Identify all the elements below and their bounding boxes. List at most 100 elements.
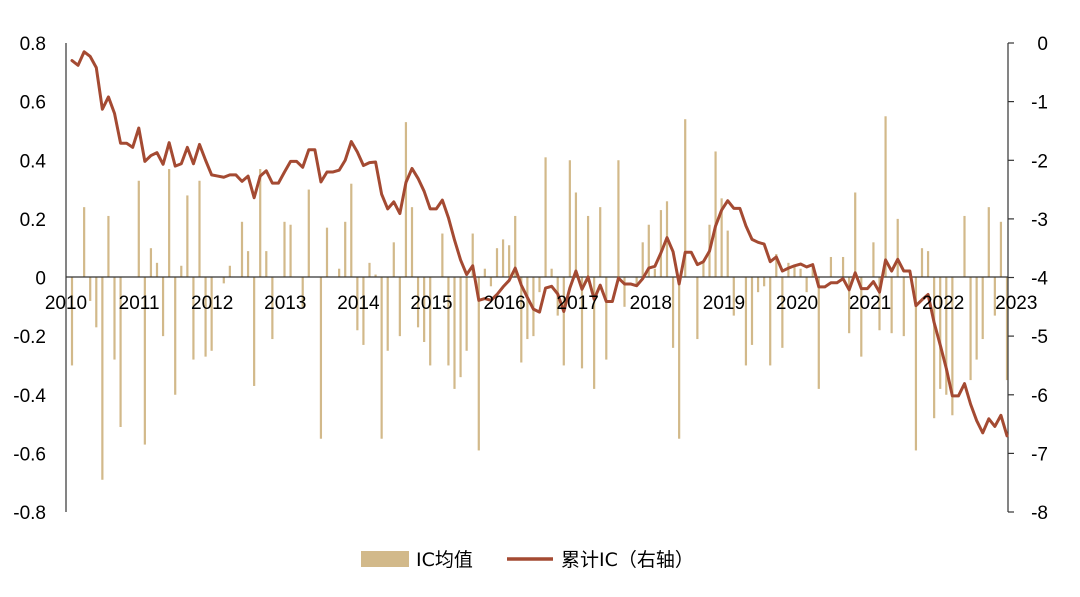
left-tick-label: 0 (35, 269, 46, 290)
bar (769, 277, 772, 366)
bar (993, 277, 996, 316)
bar (161, 277, 165, 337)
bar (526, 277, 529, 340)
right-tick-label: 0 (1037, 34, 1048, 55)
bar (696, 277, 699, 340)
right-tick-label: -7 (1031, 444, 1048, 465)
bar (192, 277, 195, 360)
bar (368, 262, 371, 278)
bar (975, 277, 978, 360)
bar (477, 277, 480, 451)
bar (659, 210, 663, 278)
bar (593, 277, 596, 389)
bar (501, 239, 505, 278)
bar (271, 277, 274, 340)
x-tick-label: 2011 (119, 293, 160, 314)
bar (210, 277, 213, 351)
bar (283, 221, 286, 278)
x-tick-label: 2016 (483, 293, 525, 314)
bar (416, 277, 420, 328)
bar (678, 277, 681, 439)
bar (338, 268, 341, 278)
x-tick-label: 2020 (776, 293, 818, 314)
left-tick-label: -0.4 (13, 386, 46, 407)
bar (963, 215, 966, 278)
bar (580, 277, 584, 369)
left-tick-label: 0.2 (20, 210, 46, 231)
bar (538, 277, 541, 293)
left-tick-label: -0.2 (13, 327, 46, 348)
bar (605, 277, 608, 360)
bar (246, 251, 250, 278)
bar (926, 251, 930, 278)
bar (325, 227, 329, 278)
bar (969, 277, 972, 381)
bar (647, 224, 650, 278)
bar (301, 277, 304, 307)
bar (574, 192, 578, 278)
left-tick-label: 0.8 (20, 34, 46, 55)
bar (981, 277, 984, 340)
right-tick-label: -3 (1031, 210, 1048, 231)
bar (404, 122, 408, 278)
bar (763, 277, 766, 287)
bar (186, 195, 189, 278)
bar (617, 160, 620, 278)
bar (799, 268, 802, 278)
bar (265, 251, 268, 278)
bar (805, 277, 808, 293)
x-tick-label: 2018 (630, 293, 672, 314)
bar (920, 248, 924, 278)
right-tick-label: -6 (1031, 386, 1048, 407)
cumulative-ic-line (70, 50, 1009, 438)
bar (902, 277, 905, 337)
bar (568, 160, 571, 278)
bar (684, 119, 687, 278)
bar (447, 277, 450, 366)
bar (896, 218, 899, 278)
right-tick-label: -1 (1031, 93, 1048, 114)
left-tick-label: 0.6 (20, 93, 46, 114)
bar (635, 277, 638, 287)
bar (386, 277, 389, 351)
bar (380, 277, 383, 439)
bar (841, 256, 845, 278)
bar (222, 277, 225, 284)
bar (829, 256, 833, 278)
bar (174, 277, 177, 395)
bar (756, 277, 760, 293)
bar (520, 277, 523, 363)
bar (119, 277, 122, 427)
bar (781, 277, 784, 348)
bar (750, 277, 754, 345)
left-axis-ticks: 0.8 0.6 0.4 0.2 0 -0.2 -0.4 -0.6 -0.8 (13, 34, 46, 524)
bar (240, 221, 244, 278)
bar (890, 277, 893, 334)
bar (714, 151, 717, 278)
bar (356, 277, 359, 331)
bar (878, 277, 881, 331)
x-tick-label: 2013 (264, 293, 306, 314)
bar (1005, 277, 1009, 381)
bar (113, 277, 116, 360)
bar (951, 277, 954, 416)
legend-label-cumulative-ic: 累计IC（右轴） (561, 549, 694, 571)
bar (392, 242, 395, 278)
bar (599, 207, 602, 278)
bar (811, 265, 814, 278)
bar (999, 221, 1003, 278)
bar (562, 277, 565, 366)
bar (848, 277, 851, 334)
x-tick-label: 2012 (191, 293, 233, 314)
left-tick-label: -0.8 (13, 503, 46, 524)
bar (307, 189, 310, 278)
bar (939, 277, 942, 389)
bar (180, 265, 183, 278)
bar (489, 277, 493, 287)
bar (374, 274, 377, 278)
bar (671, 277, 675, 348)
bar (350, 183, 353, 278)
bar (344, 221, 347, 278)
x-tick-label: 2022 (922, 293, 964, 314)
